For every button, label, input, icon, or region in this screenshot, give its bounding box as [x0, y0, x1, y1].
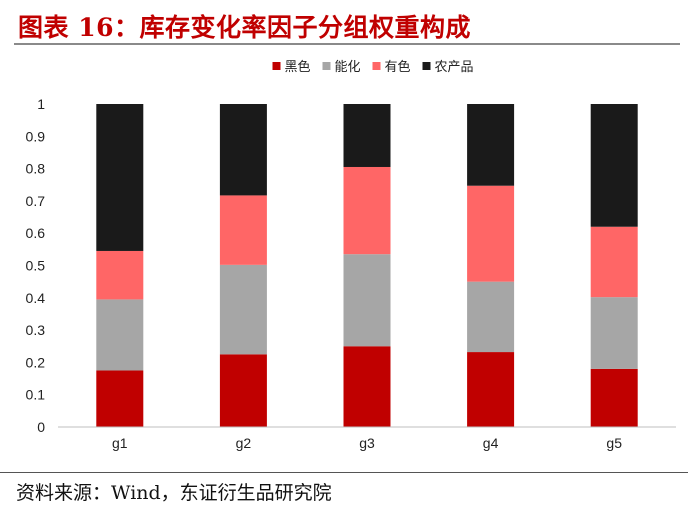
y-tick-label: 0.1	[26, 387, 46, 403]
x-category-label: g5	[606, 435, 622, 451]
bar-segment	[467, 185, 515, 282]
bar-segment	[219, 264, 267, 355]
bar-stack-group	[96, 104, 638, 427]
x-category-label: g4	[483, 435, 499, 451]
legend-swatch	[422, 62, 431, 70]
x-category-label: g1	[112, 435, 128, 451]
source-divider	[0, 472, 688, 473]
x-category-label: g2	[236, 435, 252, 451]
y-tick-label: 0.2	[26, 354, 46, 370]
bar-segment	[219, 104, 267, 196]
legend-label: 能化	[335, 60, 361, 75]
chart-legend: 黑色 能化 有色 农产品	[272, 59, 474, 75]
legend-swatch	[272, 62, 281, 70]
y-tick-label: 1	[37, 96, 45, 112]
y-axis: 0 0.1 0.2 0.3 0.4 0.5 0.6 0.7 0.8 0.9 1	[26, 96, 46, 435]
bar-segment	[590, 368, 638, 427]
stacked-bar-chart: 黑色 能化 有色 农产品 00.10.20.30.40.50.60.70.80.91 …	[26, 59, 676, 451]
y-tick-label: 0.8	[26, 161, 46, 177]
y-tick-label: 0.7	[26, 193, 46, 209]
y-tick-label: 0	[37, 419, 45, 435]
bar-segment	[467, 352, 515, 427]
legend-label: 有色	[385, 59, 411, 75]
bar-segment	[343, 104, 391, 167]
source-note: 资料来源：Wind，东证衍生品研究院	[16, 482, 332, 504]
bar-segment	[219, 195, 267, 265]
bar-segment	[219, 354, 267, 427]
figure-title: 图表 16：库存变化率因子分组权重构成	[18, 13, 471, 42]
bar-segment	[467, 281, 515, 353]
y-tick-label: 0.9	[26, 128, 46, 144]
bar-segment	[590, 297, 638, 369]
y-tick-label: 0.5	[26, 258, 46, 274]
bar-segment	[96, 250, 144, 300]
legend-label: 黑色	[285, 59, 311, 75]
y-tick-label: 0.4	[26, 290, 46, 306]
bar-segment	[590, 226, 638, 298]
x-axis: g1 g2 g3 g4 g5	[58, 426, 676, 451]
bar-segment	[343, 166, 391, 255]
bar-segment	[590, 104, 638, 227]
legend-swatch	[372, 62, 381, 70]
bar-segment	[343, 346, 391, 427]
title-divider	[14, 43, 680, 45]
y-tick-label: 0.6	[26, 225, 46, 241]
bar-segment	[343, 254, 391, 347]
y-tick-label: 0.3	[26, 322, 46, 338]
bar-segment	[96, 299, 144, 371]
bar-segment	[96, 370, 144, 427]
x-category-label: g3	[359, 435, 375, 451]
legend-label: 农产品	[435, 60, 474, 75]
bar-segment	[96, 104, 144, 251]
bar-segment	[467, 104, 515, 186]
legend-swatch	[322, 62, 331, 70]
